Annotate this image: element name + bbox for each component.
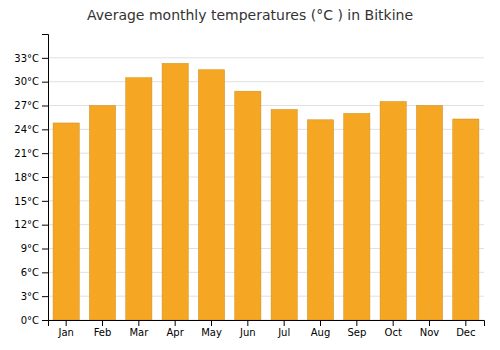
bar (198, 70, 224, 320)
bar (416, 106, 442, 321)
tick-mark (138, 320, 139, 326)
tick-mark (42, 320, 48, 321)
tick-label: 33°C (14, 53, 39, 64)
tick: Sep (347, 320, 366, 338)
tick-mark (284, 320, 285, 326)
tick: 24°C (14, 124, 48, 135)
bar (89, 106, 115, 321)
tick-label: 3°C (21, 291, 39, 302)
tick: 15°C (14, 196, 48, 207)
tick: Oct (385, 320, 402, 338)
tick-mark (393, 320, 394, 326)
tick: 21°C (14, 148, 48, 159)
tick-mark (211, 320, 212, 326)
y-axis: 0°C 3°C 6°C 9°C 12°C 15°C 18°C 21°C 24°C 27°C 30°C… (14, 35, 48, 326)
tick: Dec (456, 320, 475, 338)
tick: 18°C (14, 172, 48, 183)
tick-mark (42, 106, 48, 107)
tick-mark (42, 201, 48, 202)
tick-label: 21°C (14, 148, 39, 159)
tick-label: Apr (167, 327, 185, 338)
bar (271, 109, 297, 320)
tick-label: Aug (311, 327, 331, 338)
tick-label: Mar (129, 327, 149, 338)
tick-mark (465, 320, 466, 326)
tick-mark (42, 58, 48, 59)
tick-label: 15°C (14, 196, 39, 207)
bar (162, 63, 188, 320)
tick-label: Feb (94, 327, 112, 338)
x-axis: Jan Feb Mar Apr May Jun Jul Aug Sep Oct Nov Dec (49, 320, 485, 338)
tick: Nov (420, 320, 440, 338)
tick-mark (66, 320, 67, 326)
tick-label: Oct (385, 327, 402, 338)
tick-label: 12°C (14, 219, 39, 230)
tick-mark (42, 249, 48, 250)
tick-mark (42, 296, 48, 297)
tick-mark (175, 320, 176, 326)
tick: Feb (94, 320, 112, 338)
title: Average monthly temperatures (°C ) in Bi… (87, 7, 413, 23)
tick-label: 0°C (21, 315, 39, 326)
tick: Jan (57, 320, 73, 338)
tick: Jul (277, 320, 290, 338)
tick-label: 18°C (14, 172, 39, 183)
tick-label: Sep (347, 327, 366, 338)
tick-label: Dec (456, 327, 475, 338)
tick-label: May (201, 327, 222, 338)
bar (53, 123, 79, 320)
tick-mark (247, 320, 248, 326)
tick-mark (42, 272, 48, 273)
tick: 0°C (21, 315, 48, 326)
bar (380, 102, 406, 320)
tick: 33°C (14, 53, 48, 64)
tick-label: 24°C (14, 124, 39, 135)
tick: Apr (167, 320, 185, 338)
tick-mark (42, 82, 48, 83)
grid-line (48, 81, 484, 82)
tick-label: 9°C (21, 243, 39, 254)
tick: 3°C (21, 291, 48, 302)
chart: Jan Feb Mar Apr May Jun Jul Aug Sep Oct Nov Dec 0°C 3… (0, 0, 500, 350)
tick: Jun (239, 320, 256, 338)
tick-label: Jan (57, 327, 73, 338)
tick-label: Jun (239, 327, 256, 338)
bars (53, 63, 479, 320)
tick: Aug (311, 320, 331, 338)
tick: 6°C (21, 267, 48, 278)
tick-label: 6°C (21, 267, 39, 278)
tick: May (201, 320, 222, 338)
axis-line (49, 321, 485, 327)
tick-mark (42, 129, 48, 130)
grid-line (48, 57, 484, 58)
tick-mark (42, 177, 48, 178)
tick: 12°C (14, 219, 48, 230)
tick: 27°C (14, 100, 48, 111)
tick-label: 30°C (14, 76, 39, 87)
tick: 9°C (21, 243, 48, 254)
bar (453, 119, 479, 320)
tick-label: Jul (277, 327, 290, 338)
bar (344, 113, 370, 320)
tick: Mar (129, 320, 149, 338)
tick-mark (320, 320, 321, 326)
tick-mark (42, 153, 48, 154)
tick: 30°C (14, 76, 48, 87)
axis-line (42, 35, 49, 321)
tick-label: 27°C (14, 100, 39, 111)
bar (235, 91, 261, 320)
grid (48, 58, 484, 320)
tick-mark (102, 320, 103, 326)
tick-mark (429, 320, 430, 326)
plot: Jan Feb Mar Apr May Jun Jul Aug Sep Oct Nov Dec 0°C 3… (14, 35, 484, 339)
tick-mark (42, 225, 48, 226)
tick-mark (356, 320, 357, 326)
bar (307, 120, 333, 320)
tick-label: Nov (420, 327, 440, 338)
bar (126, 78, 152, 320)
